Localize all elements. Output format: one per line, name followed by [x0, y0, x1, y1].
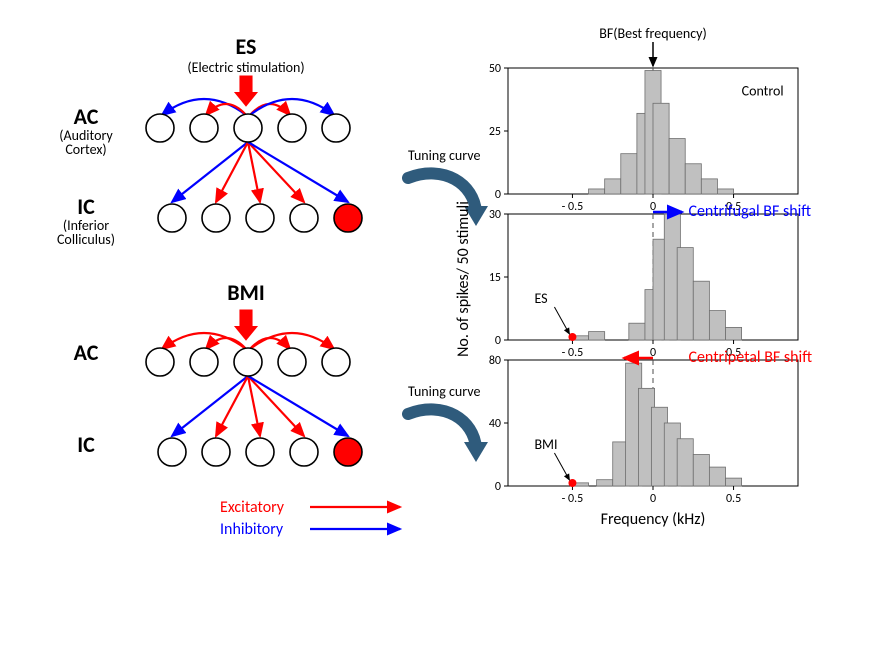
link-inh: [172, 142, 248, 202]
bar: [589, 332, 605, 340]
ytick-label: 50: [489, 62, 501, 76]
bar: [669, 139, 685, 194]
bar: [629, 323, 645, 340]
ac-node-1: [190, 348, 218, 376]
link-exc: [216, 376, 248, 436]
bar: [605, 179, 621, 194]
ic-node-2: [246, 438, 274, 466]
xtick-label: - 0.5: [562, 492, 584, 506]
bf-title: BF(Best frequency): [599, 25, 707, 42]
shift-label-1: Centrifugal BF shift: [688, 202, 811, 221]
link-exc: [248, 142, 304, 202]
link-exc: [248, 376, 260, 436]
figure-svg: ES(Electric stimulation)AC(AuditoryCorte…: [0, 0, 874, 650]
diagram-title: BMI: [227, 279, 264, 306]
ytick-label: 80: [489, 354, 501, 368]
link-inh: [172, 376, 248, 436]
ac-node-2: [234, 114, 262, 142]
ic-node-0: [158, 204, 186, 232]
bar: [653, 103, 669, 194]
ac-node-3: [278, 114, 306, 142]
ac-node-1: [190, 114, 218, 142]
shift-label-2: Centripetal BF shift: [688, 348, 812, 367]
tuning-curve-label: Tuning curve: [408, 383, 480, 400]
panel-inner-label-0: Control: [742, 83, 784, 100]
marker-dot-1: [568, 333, 576, 341]
arc-exc: [162, 333, 246, 349]
ac-node-4: [322, 348, 350, 376]
bar: [677, 439, 693, 486]
xtick-label: - 0.5: [562, 200, 584, 214]
ac-label: AC: [74, 339, 99, 366]
marker-dot-2: [568, 479, 576, 487]
x-axis-title: Frequency (kHz): [601, 510, 706, 529]
tuning-curve-label: Tuning curve: [408, 147, 480, 164]
marker-label-2: BMI: [534, 436, 557, 453]
ac-label: AC: [74, 103, 99, 130]
legend-inh-label: Inhibitory: [220, 520, 284, 539]
marker-leader-1: [554, 307, 569, 334]
arc-exc: [206, 338, 246, 349]
bar: [726, 327, 742, 340]
ytick-label: 15: [489, 271, 501, 285]
xtick-label: - 0.5: [562, 346, 584, 360]
ic-node-3: [290, 438, 318, 466]
big-down-arrow: [235, 310, 257, 340]
bar: [693, 281, 709, 340]
bar: [597, 480, 613, 486]
y-axis-title: No. of spikes/ 50 stimuli: [454, 201, 473, 357]
bar: [709, 467, 725, 486]
bar: [589, 189, 605, 194]
ac-node-2: [234, 348, 262, 376]
bar: [717, 189, 733, 194]
arc-exc: [206, 104, 246, 115]
ic-node-1: [202, 438, 230, 466]
ac-node-4: [322, 114, 350, 142]
legend-exc-label: Excitatory: [220, 498, 285, 517]
ytick-label: 25: [489, 125, 501, 139]
ic-node-2: [246, 204, 274, 232]
bar: [621, 154, 637, 194]
diagram-title: ES: [236, 33, 257, 60]
ytick-label: 0: [495, 188, 501, 202]
ytick-label: 0: [495, 480, 501, 494]
link-exc: [248, 376, 304, 436]
ytick-label: 40: [489, 417, 501, 431]
ac-label-sub2: Cortex): [65, 141, 106, 158]
xtick-label: 0.5: [726, 492, 741, 506]
ic-node-0: [158, 438, 186, 466]
bar: [693, 455, 709, 487]
arc-inh: [162, 99, 246, 115]
turn-arrow-head: [464, 442, 488, 462]
ic-label-sub2: Colliculus): [57, 231, 115, 248]
arc-exc: [250, 333, 334, 349]
diagram-subtitle: (Electric stimulation): [187, 59, 304, 76]
link-inh: [248, 376, 348, 436]
ic-label: IC: [77, 193, 95, 220]
marker-leader-2: [554, 453, 569, 480]
bar: [709, 311, 725, 340]
marker-label-1: ES: [534, 290, 547, 307]
ic-label: IC: [77, 431, 95, 458]
bar: [677, 248, 693, 340]
ic-node-3: [290, 204, 318, 232]
ac-node-0: [146, 114, 174, 142]
link-inh: [248, 142, 348, 202]
link-exc: [248, 142, 260, 202]
bar: [726, 478, 742, 486]
bar: [685, 164, 701, 194]
ic-node-1: [202, 204, 230, 232]
ic-node-4: [334, 204, 362, 232]
bar: [701, 179, 717, 194]
ac-node-0: [146, 348, 174, 376]
ytick-label: 30: [489, 208, 501, 222]
link-exc: [216, 142, 248, 202]
ytick-label: 0: [495, 334, 501, 348]
ac-node-3: [278, 348, 306, 376]
xtick-label: 0: [650, 492, 656, 506]
big-down-arrow: [235, 76, 257, 106]
ic-node-4: [334, 438, 362, 466]
arc-inh: [250, 99, 334, 115]
